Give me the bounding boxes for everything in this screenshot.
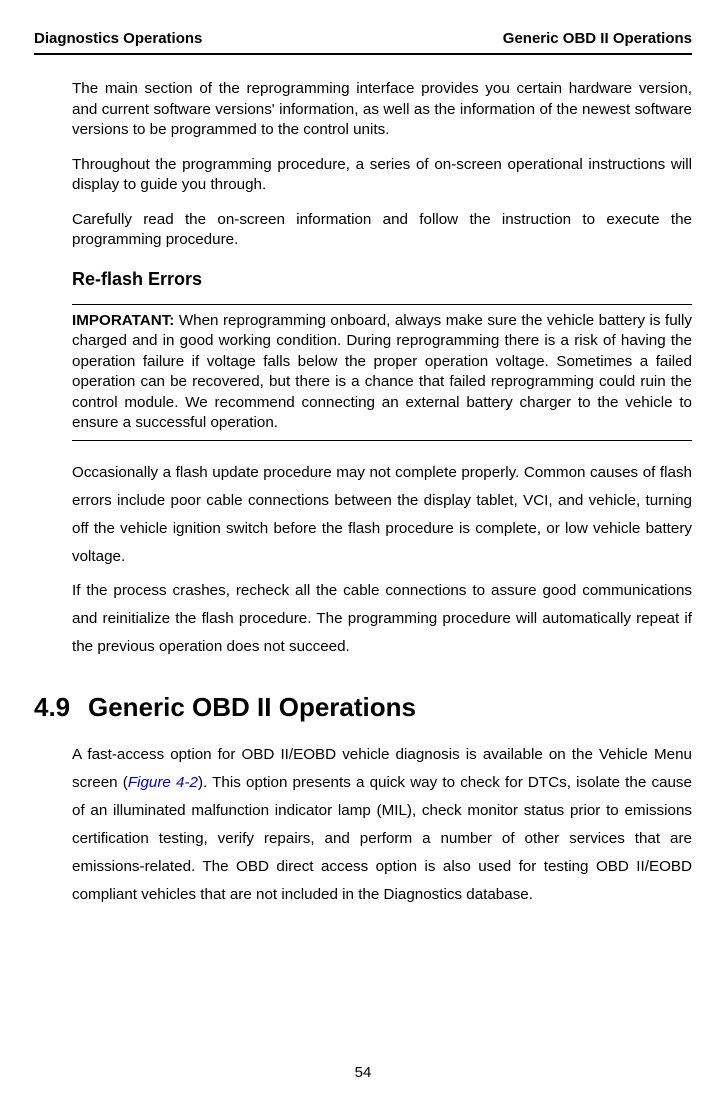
- page-content: The main section of the reprogramming in…: [34, 79, 692, 662]
- header-rule: [34, 53, 692, 55]
- header-left: Diagnostics Operations: [34, 30, 202, 47]
- section-body-post: ). This option presents a quick way to c…: [72, 774, 692, 904]
- header-right: Generic OBD II Operations: [503, 30, 692, 47]
- figure-reference[interactable]: Figure 4-2: [128, 774, 198, 791]
- paragraph-intro-3: Carefully read the on-screen information…: [72, 210, 692, 251]
- section-body: A fast-access option for OBD II/EOBD veh…: [72, 741, 692, 910]
- paragraph-afterbox-1: Occasionally a flash update procedure ma…: [72, 459, 692, 572]
- paragraph-intro-1: The main section of the reprogramming in…: [72, 79, 692, 141]
- important-box: IMPORATANT: When reprogramming onboard, …: [72, 304, 692, 441]
- paragraph-intro-2: Throughout the programming procedure, a …: [72, 155, 692, 196]
- paragraph-afterbox-2: If the process crashes, recheck all the …: [72, 577, 692, 661]
- section-number: 4.9: [34, 692, 88, 723]
- section-content: A fast-access option for OBD II/EOBD veh…: [34, 741, 692, 910]
- important-text: When reprogramming onboard, always make …: [72, 312, 692, 432]
- section-title: Generic OBD II Operations: [88, 692, 416, 723]
- important-label: IMPORATANT:: [72, 312, 174, 329]
- section-heading-row: 4.9 Generic OBD II Operations: [34, 692, 692, 723]
- page-number: 54: [0, 1064, 726, 1081]
- subheading-reflash: Re-flash Errors: [72, 269, 692, 290]
